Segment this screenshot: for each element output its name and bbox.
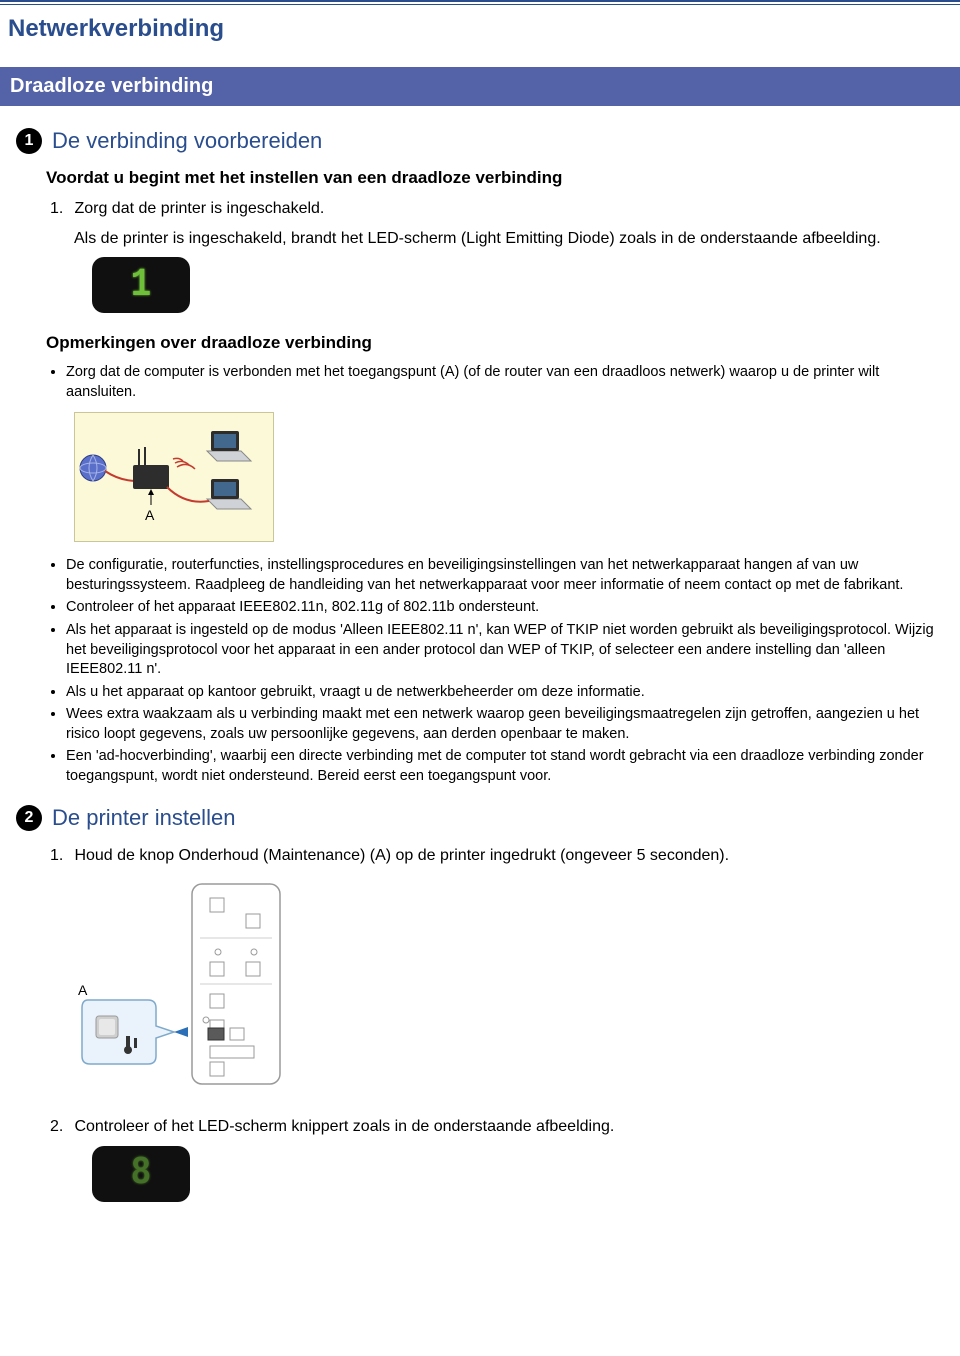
led-glyph-2: 8 (131, 1151, 151, 1196)
note-bullet-1: Zorg dat de computer is verbonden met he… (66, 363, 944, 402)
printer-panel-diagram: A (78, 880, 298, 1090)
note-bullet-4: Als het apparaat is ingesteld op de modu… (66, 621, 944, 680)
step2-body: 1. Houd de knop Onderhoud (Maintenance) … (44, 845, 944, 1202)
list-number: 1. (50, 198, 70, 220)
section-bar: Draadloze verbinding (0, 67, 960, 106)
page-title: Netwerkverbinding (0, 5, 960, 67)
step1-item1: 1. Zorg dat de printer is ingeschakeld. … (50, 198, 944, 313)
step1-badge: 1 (16, 128, 42, 154)
led-display-1: 1 (92, 257, 190, 313)
step2-item2-text: Controleer of het LED-scherm knippert zo… (74, 1118, 614, 1135)
notes-heading: Opmerkingen over draadloze verbinding (46, 333, 944, 353)
list-number: 2. (50, 1116, 70, 1138)
step1-title: De verbinding voorbereiden (52, 128, 322, 154)
note-bullet-6: Wees extra waakzaam als u verbinding maa… (66, 705, 944, 744)
printer-panel-svg (78, 880, 298, 1090)
diagram-label-a: A (145, 507, 154, 523)
step2-item1: 1. Houd de knop Onderhoud (Maintenance) … (50, 845, 944, 1091)
content-area: 1 De verbinding voorbereiden Voordat u b… (0, 106, 960, 1232)
panel-label-a: A (78, 982, 87, 998)
led-display-2: 8 (92, 1146, 190, 1202)
step1-body: Voordat u begint met het instellen van e… (44, 168, 944, 787)
step2-badge: 2 (16, 805, 42, 831)
note-bullet-2: De configuratie, routerfuncties, instell… (66, 556, 944, 595)
note-bullet-3: Controleer of het apparaat IEEE802.11n, … (66, 598, 944, 618)
notes-list-1: Zorg dat de computer is verbonden met he… (66, 363, 944, 402)
led-glyph-1: 1 (131, 263, 151, 308)
step2-item2: 2. Controleer of het LED-scherm knippert… (50, 1116, 944, 1202)
step2-title: De printer instellen (52, 805, 235, 831)
note-bullet-7: Een 'ad-hocverbinding', waarbij een dire… (66, 747, 944, 786)
note-bullet-5: Als u het apparaat op kantoor gebruikt, … (66, 683, 944, 703)
step1-item1-line1: Zorg dat de printer is ingeschakeld. (74, 200, 324, 217)
step2-list: 1. Houd de knop Onderhoud (Maintenance) … (50, 845, 944, 1202)
step2-item1-text: Houd de knop Onderhoud (Maintenance) (A)… (74, 847, 729, 864)
step1-list: 1. Zorg dat de printer is ingeschakeld. … (50, 198, 944, 313)
step1-header: 1 De verbinding voorbereiden (16, 128, 944, 154)
wireless-diagram-svg (75, 413, 274, 542)
step1-item1-line2: Als de printer is ingeschakeld, brandt h… (74, 228, 944, 250)
step2-header: 2 De printer instellen (16, 805, 944, 831)
wireless-diagram: A (74, 412, 274, 542)
list-number: 1. (50, 845, 70, 867)
rule-top-thick (0, 0, 960, 2)
notes-list-2: De configuratie, routerfuncties, instell… (66, 556, 944, 786)
step1-subhead: Voordat u begint met het instellen van e… (46, 168, 944, 188)
